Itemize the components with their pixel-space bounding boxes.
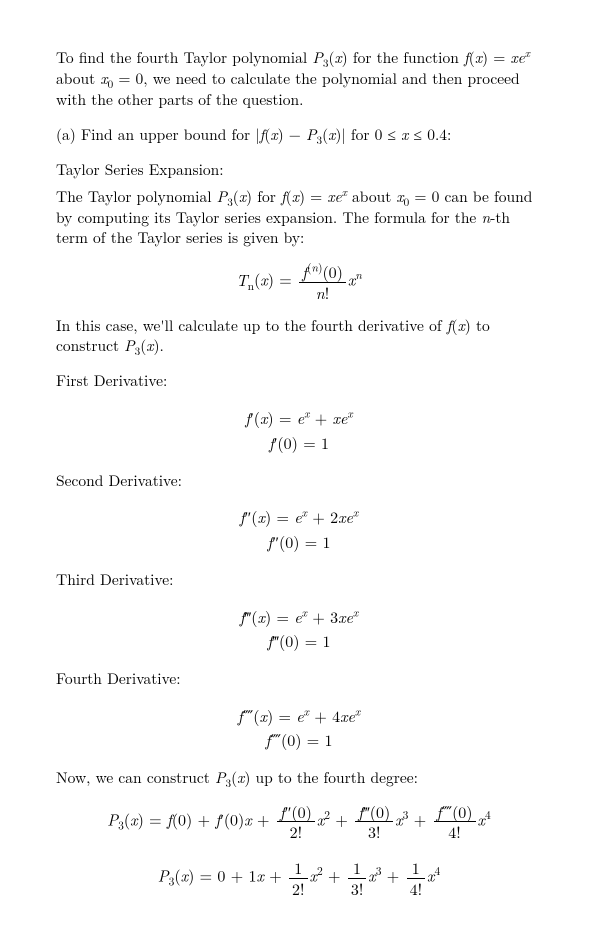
fourth-derivative-eq: f⁗(x) = ex + 4xex f⁗(0) = 1: [56, 702, 542, 754]
first-derivative-label: First Derivative:: [56, 371, 542, 392]
intro-paragraph: To find the fourth Taylor polynomial P3(…: [56, 48, 542, 111]
tn-formula: Tn(x) = f(n)(0) n! xn: [56, 263, 542, 301]
now-construct: Now, we can construct P3(x) up to the fo…: [56, 768, 542, 789]
first-derivative-eq: f′(x) = ex + xex f′(0) = 1: [56, 404, 542, 456]
second-derivative-eq: f″(x) = ex + 2xex f″(0) = 1: [56, 503, 542, 555]
taylor-exp-label: Taylor Series Expansion:: [56, 160, 542, 181]
p3-numeric: P3(x) = 0 + 1x + 12!x2 + 13!x3 + 14!x4: [56, 859, 542, 897]
part-a-heading: (a) Find an upper bound for |f(x) − P3(x…: [56, 125, 542, 146]
second-derivative-label: Second Derivative:: [56, 471, 542, 492]
p3-symbolic: P3(x) = f(0) + f′(0)x + f″(0)2!x2 + f‴(0…: [56, 803, 542, 841]
fourth-derivative-label: Fourth Derivative:: [56, 669, 542, 690]
taylor-exp-body: The Taylor polynomial P3(x) for f(x) = x…: [56, 187, 542, 250]
third-derivative-label: Third Derivative:: [56, 570, 542, 591]
after-tn: In this case, we'll calculate up to the …: [56, 316, 542, 358]
third-derivative-eq: f‴(x) = ex + 3xex f‴(0) = 1: [56, 603, 542, 655]
